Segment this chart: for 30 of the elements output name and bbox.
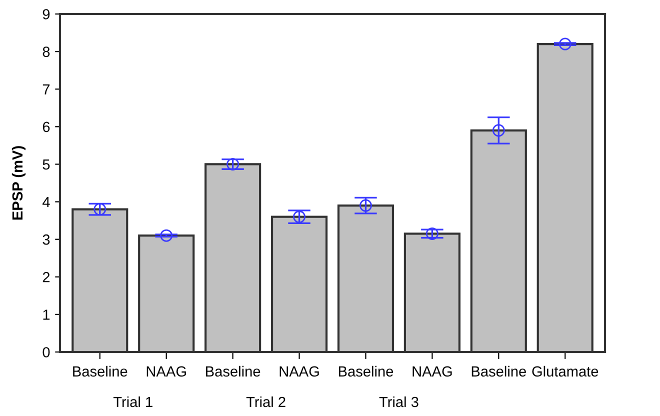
y-tick-label: 0 — [42, 347, 50, 358]
text: Trial 3 — [379, 396, 418, 408]
x-tick-label: Baseline — [338, 366, 394, 377]
y-tick-label: 7 — [42, 84, 50, 94]
y-tick-label: 1 — [43, 310, 50, 320]
y-axis-title: EPSP (mV) — [12, 146, 26, 220]
text: Trial 2 — [246, 396, 286, 408]
y-tick-label: 5 — [42, 159, 50, 170]
point — [558, 38, 572, 50]
y-tick-label: 4 — [42, 197, 50, 208]
x-tick-label: NAAG — [280, 366, 319, 377]
point — [492, 124, 505, 137]
x-tick-label: Baseline — [206, 366, 260, 377]
x-tick-label: Baseline — [73, 366, 128, 377]
x-tick-label: NAAG — [146, 366, 186, 377]
point — [160, 229, 173, 242]
point — [426, 227, 438, 240]
x-tick-label: Baseline — [472, 366, 526, 377]
y-tick-label: 8 — [42, 46, 50, 57]
x-tick-label: Glutamate — [532, 366, 598, 377]
y-tick-label: 6 — [42, 122, 50, 132]
x-tick-label: NAAG — [412, 366, 452, 377]
y-tick-label: 9 — [42, 9, 50, 20]
y-tick-label: 3 — [42, 234, 50, 245]
point — [226, 158, 240, 170]
text: Trial 1 — [113, 396, 152, 408]
point — [359, 199, 372, 212]
point — [94, 203, 106, 216]
y-tick-label: 2 — [42, 272, 50, 282]
point — [293, 210, 306, 224]
